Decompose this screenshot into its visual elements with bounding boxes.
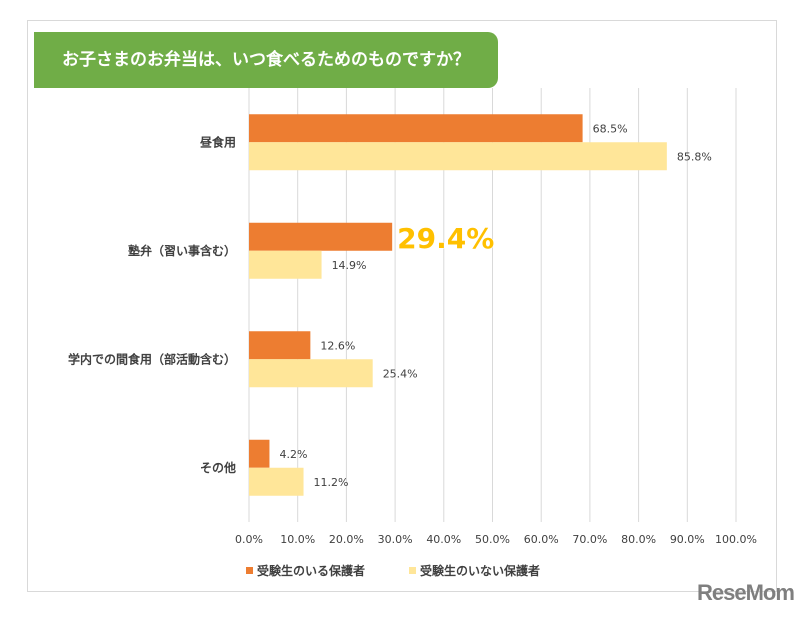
x-tick-label: 10.0% xyxy=(280,533,315,546)
x-tick-label: 80.0% xyxy=(621,533,656,546)
category-label: その他 xyxy=(200,460,236,475)
value-label: 68.5% xyxy=(593,122,628,135)
chart-title: お子さまのお弁当は、いつ食べるためのものですか？ xyxy=(34,32,498,88)
resemom-logo: ReseMom xyxy=(697,580,795,605)
value-label: 85.8% xyxy=(677,150,712,163)
x-tick-label: 60.0% xyxy=(524,533,559,546)
x-tick-label: 70.0% xyxy=(572,533,607,546)
category-label: 塾弁（習い事含む） xyxy=(128,243,236,258)
value-label: 4.2% xyxy=(279,448,307,461)
bar xyxy=(249,467,304,496)
bar xyxy=(249,439,270,468)
bar xyxy=(249,142,667,171)
x-tick-label: 90.0% xyxy=(670,533,705,546)
category-label: 学内での間食用（部活動含む） xyxy=(68,351,236,366)
legend-swatch xyxy=(409,567,416,574)
bar xyxy=(249,359,373,388)
x-tick-label: 50.0% xyxy=(475,533,510,546)
bar xyxy=(249,331,311,360)
x-tick-label: 20.0% xyxy=(329,533,364,546)
legend-swatch xyxy=(246,567,253,574)
legend-label: 受験生のいる保護者 xyxy=(257,563,365,578)
chart-frame xyxy=(27,20,777,592)
value-label: 25.4% xyxy=(383,367,418,380)
bar xyxy=(249,114,583,143)
highlight-value-label: 29.4% xyxy=(397,222,494,255)
x-tick-label: 100.0% xyxy=(715,533,757,546)
value-label: 12.6% xyxy=(320,339,355,352)
category-label: 昼食用 xyxy=(199,134,236,149)
x-tick-label: 40.0% xyxy=(426,533,461,546)
x-tick-label: 0.0% xyxy=(235,533,263,546)
bar xyxy=(249,250,322,279)
x-tick-label: 30.0% xyxy=(378,533,413,546)
legend-label: 受験生のいない保護者 xyxy=(420,563,540,578)
value-label: 14.9% xyxy=(332,259,367,272)
value-label: 11.2% xyxy=(314,476,349,489)
bar xyxy=(249,222,393,251)
